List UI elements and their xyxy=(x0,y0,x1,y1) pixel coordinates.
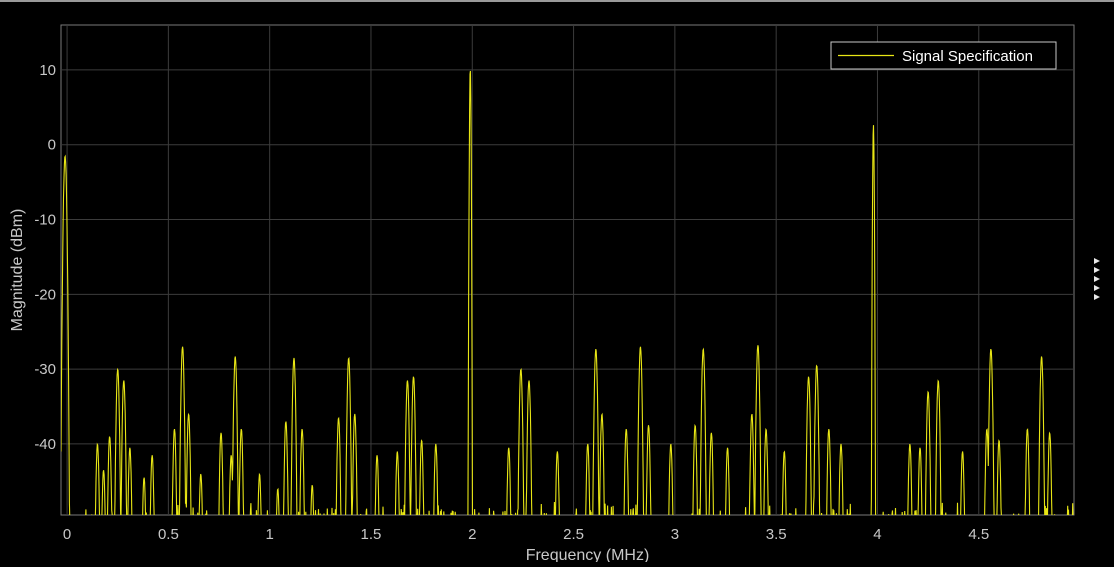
scroll-arrow-icon[interactable] xyxy=(1094,267,1100,273)
x-tick-label: 0 xyxy=(63,526,71,543)
signal-spectrum-line xyxy=(61,70,1074,515)
x-tick-label: 3.5 xyxy=(766,526,787,543)
window-top-border xyxy=(0,0,1114,2)
x-tick-label: 3 xyxy=(671,526,679,543)
x-axis-label: Frequency (MHz) xyxy=(526,547,650,562)
x-tick-label: 2.5 xyxy=(563,526,584,543)
y-tick-label: -30 xyxy=(34,361,56,378)
y-tick-label: -10 xyxy=(34,212,56,229)
x-tick-label: 1 xyxy=(266,526,274,543)
y-tick-label: 0 xyxy=(48,137,56,154)
y-tick-label: -40 xyxy=(34,436,56,453)
plot-area xyxy=(60,24,1075,516)
scroll-arrow-icon[interactable] xyxy=(1094,294,1100,300)
x-tick-label: 1.5 xyxy=(361,526,382,543)
x-tick-label: 4 xyxy=(873,526,881,543)
y-tick-label: 10 xyxy=(39,62,56,79)
y-tick-label: -20 xyxy=(34,286,56,303)
scroll-arrow-icon[interactable] xyxy=(1094,258,1100,264)
x-tick-label: 4.5 xyxy=(968,526,989,543)
x-tick-label: 0.5 xyxy=(158,526,179,543)
side-scroll-arrows[interactable] xyxy=(1093,258,1105,322)
scroll-arrow-icon[interactable] xyxy=(1094,285,1100,291)
y-axis-label: Magnitude (dBm) xyxy=(9,209,26,332)
x-tick-label: 2 xyxy=(468,526,476,543)
legend-label: Signal Specification xyxy=(902,48,1033,65)
scroll-arrow-icon[interactable] xyxy=(1094,276,1100,282)
